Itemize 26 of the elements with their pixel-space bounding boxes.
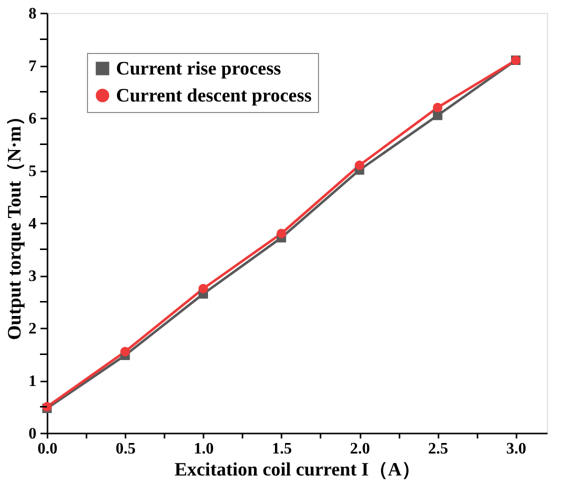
y-tick-label: 2 (28, 320, 36, 338)
y-axis-title: Output torque Tout（N·m） (4, 107, 26, 340)
point (276, 228, 286, 238)
y-tick-label: 4 (28, 216, 36, 232)
point (120, 346, 130, 356)
x-axis-title: Excitation coil current I（A） (174, 460, 421, 480)
x-tick-label: 2.5 (428, 440, 448, 458)
y-tick-label: 7 (28, 58, 36, 75)
point (432, 110, 442, 120)
x-tick-label: 1.0 (194, 440, 214, 458)
point (354, 160, 364, 170)
x-tick-label: 3.0 (506, 440, 526, 458)
x-tick-label: 1.5 (272, 440, 292, 458)
x-tick-label: 0.5 (116, 440, 136, 458)
legend-label: Current descent process (116, 86, 312, 106)
legend-label: Current rise process (116, 58, 281, 80)
x-tick-label: 2.0 (350, 440, 370, 458)
x-tick-label: 0.0 (38, 440, 58, 458)
y-tick-label: 6 (28, 110, 36, 128)
point (198, 284, 208, 294)
point (432, 102, 442, 112)
y-tick-label: 0 (28, 426, 36, 442)
y-tick-label: 5 (28, 163, 36, 180)
y-tick-label: 8 (28, 6, 36, 22)
y-tick-label: 3 (28, 268, 36, 285)
y-tick-label: 1 (28, 373, 36, 390)
